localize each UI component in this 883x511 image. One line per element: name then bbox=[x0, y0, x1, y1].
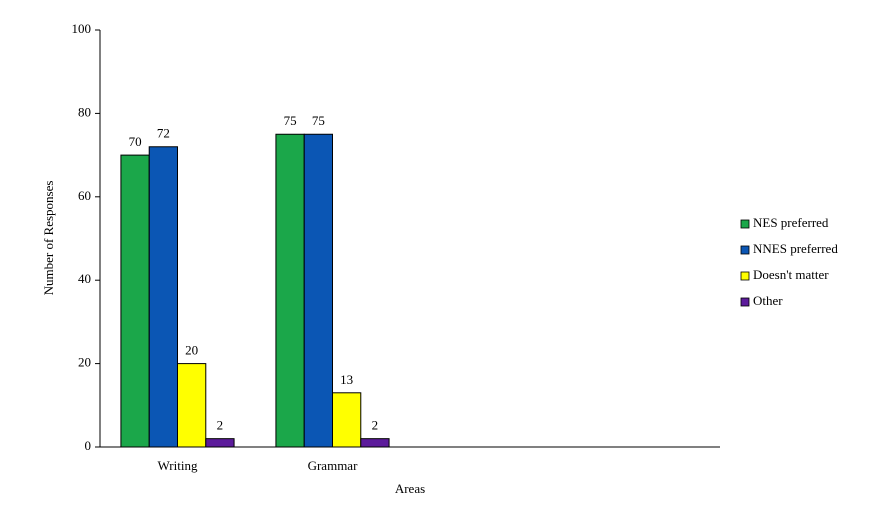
data-label: 72 bbox=[157, 126, 170, 141]
y-tick-label: 60 bbox=[78, 188, 91, 203]
bar bbox=[148, 146, 178, 448]
legend-swatch bbox=[740, 219, 750, 229]
legend-swatch bbox=[740, 271, 750, 281]
y-tick-label: 40 bbox=[78, 271, 91, 286]
bar bbox=[360, 438, 390, 448]
y-tick-label: 80 bbox=[78, 104, 91, 119]
data-label: 75 bbox=[284, 113, 297, 128]
y-axis-label: Number of Responses bbox=[41, 181, 56, 296]
legend-swatch bbox=[740, 245, 750, 255]
legend-label: Other bbox=[753, 293, 783, 308]
bar bbox=[275, 133, 305, 448]
bar bbox=[205, 438, 235, 448]
y-tick-label: 0 bbox=[85, 438, 92, 453]
legend-label: NES preferred bbox=[753, 215, 829, 230]
legend-label: Doesn't matter bbox=[753, 267, 829, 282]
data-label: 2 bbox=[217, 418, 224, 433]
x-axis-label: Areas bbox=[395, 481, 425, 496]
legend-label: NNES preferred bbox=[753, 241, 838, 256]
bar bbox=[303, 133, 333, 448]
y-tick-label: 20 bbox=[78, 355, 91, 370]
data-label: 2 bbox=[372, 418, 379, 433]
data-label: 13 bbox=[340, 372, 353, 387]
bar bbox=[332, 392, 362, 448]
legend-swatch bbox=[740, 297, 750, 307]
y-tick-label: 100 bbox=[72, 21, 92, 36]
bar bbox=[177, 363, 207, 448]
x-tick-label: Grammar bbox=[308, 458, 358, 473]
data-label: 75 bbox=[312, 113, 325, 128]
data-label: 70 bbox=[129, 134, 142, 149]
data-label: 20 bbox=[185, 343, 198, 358]
bar bbox=[120, 154, 150, 448]
x-tick-label: Writing bbox=[158, 458, 198, 473]
